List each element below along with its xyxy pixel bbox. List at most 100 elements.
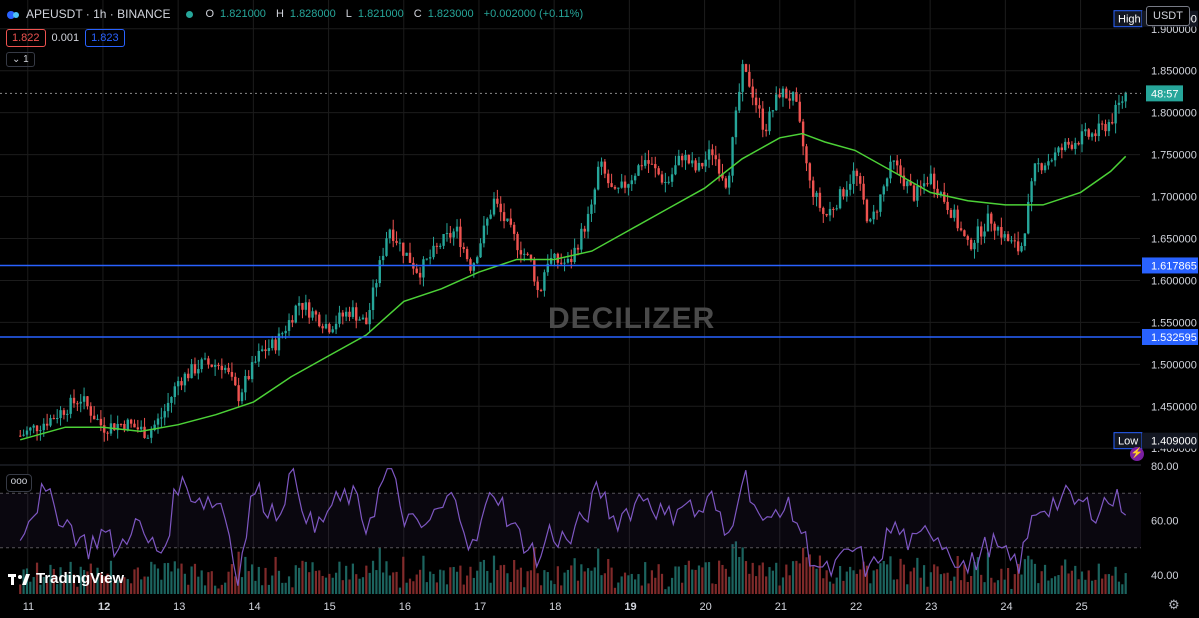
candle-body	[388, 229, 392, 239]
symbol-title[interactable]: APEUSDT · 1h · BINANCE	[26, 7, 171, 21]
candle-body	[764, 129, 768, 132]
volume-bar	[314, 570, 318, 594]
volume-bar	[351, 563, 354, 594]
candle-body	[714, 155, 717, 160]
candle-body	[523, 253, 526, 255]
indicator-count: 1	[23, 54, 29, 65]
pane-options-button[interactable]: ooo	[6, 474, 32, 492]
volume-bar	[234, 576, 237, 594]
candle-body	[133, 423, 136, 428]
volume-bar	[1003, 579, 1006, 594]
candle-body	[1013, 240, 1016, 242]
sell-button[interactable]: 1.822	[6, 29, 46, 47]
volume-bar	[217, 588, 220, 594]
buy-button[interactable]: 1.823	[85, 29, 125, 47]
volume-bar	[852, 570, 855, 594]
gear-icon[interactable]: ⚙	[1168, 597, 1180, 612]
rsi-tick-label: 60.00	[1151, 515, 1179, 527]
volume-bar	[365, 565, 368, 594]
volume-bar	[896, 579, 899, 594]
date-tick-label: 20	[700, 601, 712, 613]
volume-bar	[734, 541, 738, 594]
volume-bar	[502, 564, 506, 594]
volume-bar	[556, 566, 559, 594]
candle-body	[482, 225, 486, 244]
volume-bar	[140, 579, 143, 594]
volume-bar	[486, 570, 489, 594]
candle-body	[721, 173, 724, 179]
rsi-band-fill	[0, 493, 1141, 548]
volume-bar	[1000, 568, 1003, 594]
candle-body	[781, 88, 785, 98]
candle-body	[657, 168, 660, 175]
volume-bar	[566, 569, 570, 594]
volume-bar	[818, 555, 822, 594]
candle-body	[1064, 141, 1067, 151]
volume-bar	[348, 579, 351, 594]
volume-bar	[264, 567, 267, 594]
volume-bar	[318, 570, 321, 594]
volume-bar	[35, 562, 39, 594]
volume-bar	[771, 570, 774, 594]
volume-bar	[1090, 580, 1094, 594]
candle-body	[197, 369, 200, 374]
candle-body	[667, 181, 670, 183]
candle-body	[59, 410, 62, 419]
candle-body	[19, 435, 22, 437]
volume-bar	[761, 562, 764, 594]
volume-bar	[899, 558, 902, 594]
volume-bar	[573, 558, 576, 594]
candle-body	[274, 339, 277, 351]
candle-body	[210, 364, 213, 367]
volume-bar	[1050, 578, 1053, 594]
volume-bar	[701, 567, 704, 594]
volume-bar	[220, 584, 223, 594]
candle-body	[449, 233, 452, 238]
volume-bar	[459, 565, 462, 594]
volume-bar	[892, 579, 895, 594]
candle-body	[452, 231, 455, 238]
volume-bar	[294, 565, 297, 594]
volume-bar	[613, 587, 617, 594]
candle-body	[576, 247, 580, 250]
currency-selector[interactable]: USDT	[1146, 6, 1190, 26]
volume-bar	[42, 576, 45, 594]
candle-body	[415, 268, 418, 273]
candle-body	[1124, 92, 1127, 102]
volume-bar	[429, 571, 432, 594]
candle-body	[227, 367, 230, 373]
candle-body	[361, 317, 365, 320]
candle-body	[25, 430, 29, 435]
candle-body	[240, 392, 244, 402]
volume-bar	[812, 566, 815, 594]
candle-body	[1094, 133, 1097, 137]
time-axis: 11 12 13 14 15 16 17 18 19 20 21 22 23 24 25	[23, 601, 1088, 613]
candle-body	[751, 86, 754, 98]
volume-bar	[943, 573, 946, 594]
candle-body	[879, 194, 882, 212]
indicator-collapse-button[interactable]: ⌄ 1	[6, 52, 35, 67]
lightning-icon[interactable]: ⚡	[1130, 447, 1144, 461]
candle-body	[808, 163, 812, 181]
volume-bar	[324, 577, 328, 594]
volume-bar	[96, 567, 99, 594]
date-tick-label: 16	[399, 601, 411, 613]
volume-bar	[704, 562, 707, 594]
candle-body	[321, 326, 324, 329]
candle-body	[738, 91, 741, 111]
candle-body	[56, 418, 59, 420]
volume-bar	[355, 574, 358, 594]
volume-bar	[445, 584, 449, 594]
candle-body	[1070, 144, 1074, 149]
volume-bar	[959, 580, 963, 594]
candle-body	[492, 198, 496, 215]
candle-body	[694, 160, 697, 171]
volume-bar	[664, 589, 667, 594]
candle-body	[990, 213, 993, 224]
candle-body	[445, 233, 449, 235]
volume-bar	[600, 575, 603, 594]
candle-body	[580, 228, 583, 250]
candle-body	[378, 260, 381, 284]
candle-body	[52, 418, 56, 420]
